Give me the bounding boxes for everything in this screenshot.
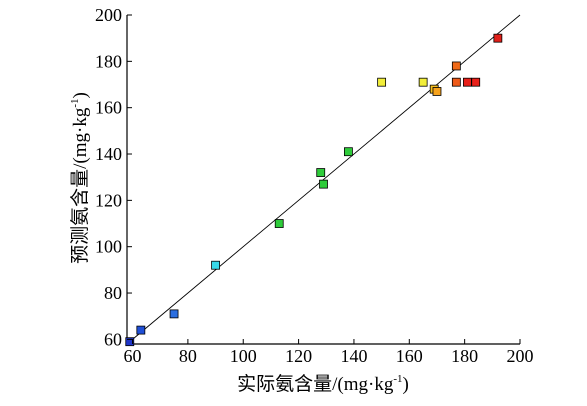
y-tick-label: 60: [104, 329, 122, 349]
axis-ticks: 60 80 100 120 140 160 180 200 60 80 100 120 140 160 18…: [95, 5, 534, 366]
y-tick-label: 100: [95, 237, 122, 257]
y-tick-label: 200: [95, 5, 122, 25]
data-point: [432, 87, 442, 96]
data-point: [319, 179, 328, 189]
data-point: [471, 77, 481, 87]
data-point: [344, 147, 353, 157]
y-tick-label: 140: [95, 144, 122, 164]
data-point: [418, 77, 428, 87]
data-point: [136, 325, 146, 335]
x-axis-title: 实际氨含量/(mg·kg-1): [237, 373, 409, 395]
data-point: [211, 260, 220, 270]
x-tick-label: 200: [507, 346, 534, 366]
data-point: [169, 309, 179, 319]
y-tick-label: 80: [104, 283, 122, 303]
plot-area: [125, 14, 521, 347]
y-tick-label: 180: [95, 51, 122, 71]
y-tick-label: 120: [95, 190, 122, 210]
x-tick-label: 100: [230, 346, 257, 366]
x-tick-label: 140: [340, 346, 367, 366]
x-tick-label: 80: [179, 346, 197, 366]
x-tick-label: 160: [396, 346, 423, 366]
data-point: [125, 337, 135, 347]
data-point: [377, 77, 387, 87]
data-point: [274, 219, 284, 228]
data-point: [451, 61, 461, 71]
data-point: [451, 77, 461, 87]
reference-line-1to1: [126, 14, 521, 345]
data-point: [463, 77, 472, 87]
data-point: [316, 168, 326, 177]
y-axis-title: 预测氨含量/(mg·kg-1): [69, 92, 91, 264]
x-tick-label: 120: [285, 346, 312, 366]
y-tick-label: 160: [95, 98, 122, 118]
data-point: [493, 33, 503, 43]
x-tick-label: 60: [124, 346, 142, 366]
x-tick-label: 180: [451, 346, 478, 366]
